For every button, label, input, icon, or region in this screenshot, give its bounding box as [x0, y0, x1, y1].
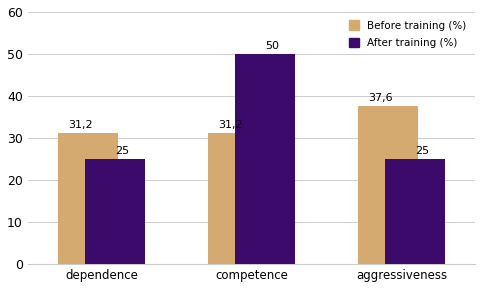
Text: 37,6: 37,6: [368, 93, 393, 103]
Bar: [235, 54, 295, 264]
Bar: [85, 159, 145, 264]
Bar: [358, 106, 418, 264]
Text: 50: 50: [266, 41, 280, 51]
Text: 31,2: 31,2: [68, 120, 93, 130]
Text: 25: 25: [115, 146, 130, 156]
Bar: [58, 133, 118, 264]
Legend: Before training (%), After training (%): Before training (%), After training (%): [346, 17, 470, 51]
Bar: [208, 133, 268, 264]
Bar: [385, 159, 445, 264]
Text: 31,2: 31,2: [218, 120, 243, 130]
Text: 25: 25: [415, 146, 429, 156]
